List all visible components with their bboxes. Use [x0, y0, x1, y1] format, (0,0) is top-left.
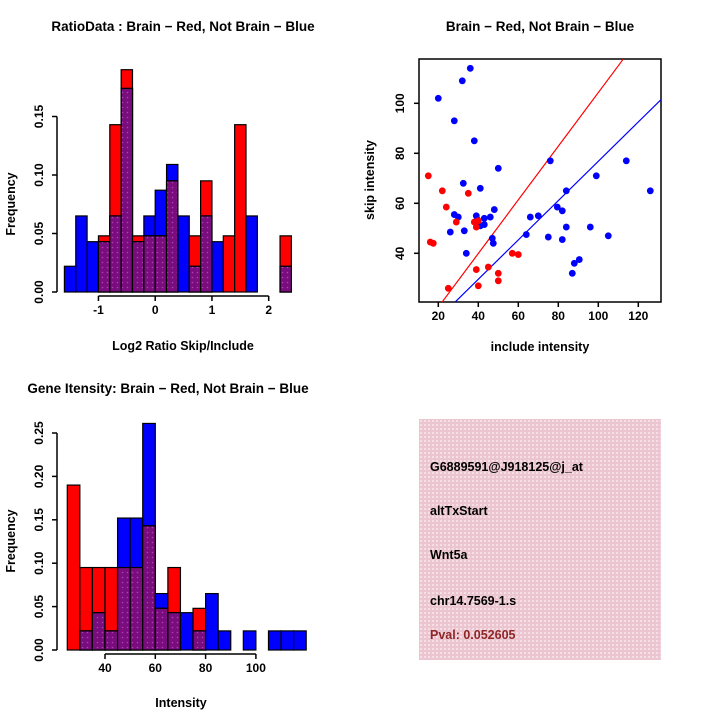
svg-text:0: 0 [152, 303, 159, 317]
svg-text:Brain − Red, Not Brain − Blue: Brain − Red, Not Brain − Blue [446, 19, 635, 34]
svg-text:0.20: 0.20 [32, 464, 46, 488]
svg-text:0.25: 0.25 [32, 421, 46, 445]
ratio-histogram-bars [63, 69, 292, 293]
svg-text:RatioData : Brain − Red, Not B: RatioData : Brain − Red, Not Brain − Blu… [51, 19, 315, 34]
svg-text:Frequency: Frequency [4, 172, 18, 235]
svg-text:Frequency: Frequency [4, 509, 18, 572]
regression-lines [441, 58, 662, 303]
svg-text:Log2 Ratio Skip/Include: Log2 Ratio Skip/Include [112, 339, 254, 353]
svg-text:Gene Itensity: Brain − Red, No: Gene Itensity: Brain − Red, Not Brain − … [27, 381, 309, 396]
gene-intensity-histogram-bars [66, 422, 307, 651]
svg-text:80: 80 [199, 661, 213, 675]
pval-text: Pval: 0.052605 [430, 628, 516, 642]
svg-text:include intensity: include intensity [491, 340, 590, 354]
gene-name-text: Wnt5a [430, 548, 468, 562]
gene-intensity-histogram: 0.00 0.05 0.10 0.15 0.20 0.25 40 60 80 100 Gene It… [4, 381, 309, 710]
svg-text:0.10: 0.10 [32, 551, 46, 575]
svg-text:100: 100 [588, 309, 608, 323]
svg-text:0.05: 0.05 [32, 595, 46, 619]
event-type-text: altTxStart [430, 504, 488, 518]
svg-text:60: 60 [512, 309, 526, 323]
ratio-histogram: 0.00 0.05 0.10 0.15 -1 0 1 2 RatioData : Brain −… [4, 19, 315, 353]
svg-text:0.10: 0.10 [32, 163, 46, 187]
svg-text:120: 120 [628, 309, 648, 323]
intensity-scatter: 20 40 60 80 100 120 40 60 80 100 Brain − Red, Not … [363, 19, 662, 354]
svg-text:20: 20 [432, 309, 446, 323]
svg-text:0.05: 0.05 [32, 221, 46, 245]
probe-id-text: G6889591@J918125@j_at [430, 460, 583, 474]
location-text: chr14.7569-1.s [430, 594, 517, 608]
svg-text:40: 40 [98, 661, 112, 675]
svg-text:0.00: 0.00 [32, 280, 46, 304]
ratio-histogram-axes: 0.00 0.05 0.10 0.15 -1 0 1 2 [32, 104, 272, 317]
svg-text:0.15: 0.15 [32, 104, 46, 128]
svg-text:80: 80 [552, 309, 566, 323]
svg-text:-1: -1 [93, 303, 104, 317]
svg-text:80: 80 [393, 146, 407, 160]
svg-text:60: 60 [149, 661, 163, 675]
svg-text:100: 100 [393, 93, 407, 113]
svg-text:2: 2 [265, 303, 272, 317]
svg-text:40: 40 [472, 309, 486, 323]
svg-text:skip intensity: skip intensity [363, 140, 377, 220]
svg-text:40: 40 [393, 246, 407, 260]
gene-intensity-histogram-axes: 0.00 0.05 0.10 0.15 0.20 0.25 40 60 80 100 [32, 421, 266, 675]
svg-text:0.15: 0.15 [32, 508, 46, 532]
svg-text:0.00: 0.00 [32, 638, 46, 662]
svg-text:Intensity: Intensity [155, 696, 206, 710]
intensity-scatter-axes: 20 40 60 80 100 120 40 60 80 100 [393, 93, 649, 323]
info-panel: G6889591@J918125@j_at altTxStart Wnt5a c… [419, 419, 661, 660]
svg-text:1: 1 [209, 303, 216, 317]
svg-text:60: 60 [393, 196, 407, 210]
svg-text:100: 100 [246, 661, 266, 675]
scatter-points [424, 64, 654, 292]
